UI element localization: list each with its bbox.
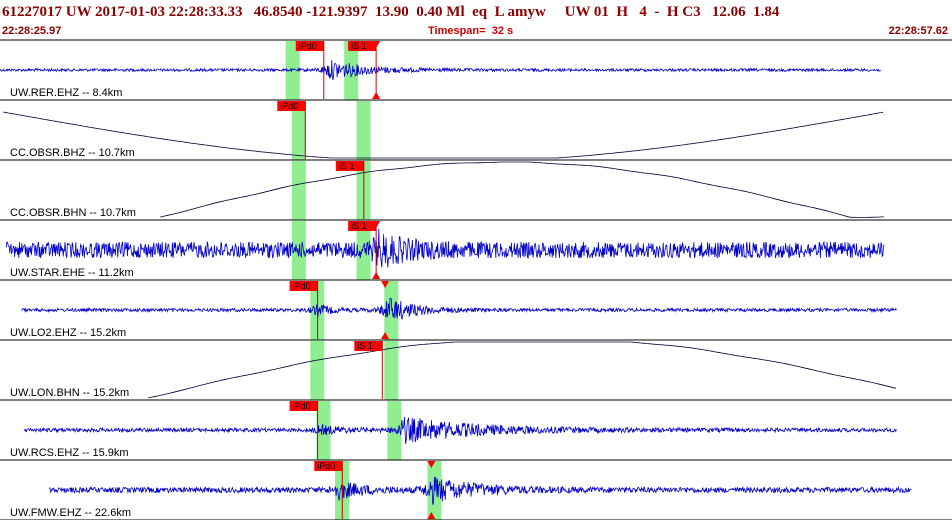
pick-tag-label: iPd0 bbox=[280, 101, 298, 111]
pick-tag[interactable] bbox=[289, 281, 318, 291]
waveform bbox=[5, 228, 885, 268]
pick-marker-bottom[interactable] bbox=[381, 332, 390, 339]
station-label: UW.LO2.EHZ -- 15.2km bbox=[10, 327, 126, 339]
pick-window bbox=[291, 101, 306, 160]
trace-panel[interactable]: UW.STAR.EHE -- 11.2km iS 1 bbox=[0, 219, 952, 280]
waveform bbox=[24, 416, 897, 444]
pick-marker-bottom[interactable] bbox=[427, 512, 436, 519]
timespan-label: Timespan= 32 s bbox=[428, 25, 513, 37]
pick-tag[interactable] bbox=[348, 41, 377, 51]
trace-panel[interactable]: CC.OBSR.BHN -- 10.7km iS 1 bbox=[0, 159, 952, 220]
pick-tag[interactable] bbox=[295, 41, 324, 51]
station-label: UW.RER.EHZ -- 8.4km bbox=[10, 87, 122, 99]
timespan-value: 32 s bbox=[491, 25, 514, 37]
waveform bbox=[0, 60, 881, 81]
pick-window bbox=[285, 41, 300, 100]
trace-panel[interactable]: CC.OBSR.BHZ -- 10.7km iPd0 bbox=[0, 99, 952, 160]
pick-window bbox=[356, 101, 371, 160]
pick-tag[interactable] bbox=[348, 221, 377, 231]
trace-panel[interactable]: UW.LO2.EHZ -- 15.2km iPd0 bbox=[0, 279, 952, 340]
end-time-label: 22:28:57.62 bbox=[888, 25, 948, 37]
pick-tag-label: iPd0 bbox=[299, 41, 317, 51]
pick-tag[interactable] bbox=[277, 101, 306, 111]
pick-tag-label: iPd0 bbox=[293, 401, 311, 411]
trace-panel[interactable]: UW.FMW.EHZ -- 22.6km iPd0 bbox=[0, 459, 952, 520]
pick-marker-bottom[interactable] bbox=[372, 272, 381, 279]
pick-tag-label: iS 1 bbox=[339, 161, 355, 171]
pick-tag[interactable] bbox=[289, 401, 318, 411]
pick-marker-top[interactable] bbox=[381, 281, 390, 288]
trace-panel[interactable]: UW.LON.BHN -- 15.2km iS 1 bbox=[0, 339, 952, 400]
station-label: CC.OBSR.BHN -- 10.7km bbox=[10, 207, 136, 219]
pick-tag-label: iS 1 bbox=[357, 341, 373, 351]
pick-marker-top[interactable] bbox=[427, 461, 436, 468]
station-label: UW.STAR.EHE -- 11.2km bbox=[10, 267, 134, 279]
pick-marker-bottom[interactable] bbox=[372, 92, 381, 99]
pick-tag-label: iPd0 bbox=[293, 281, 311, 291]
trace-panel[interactable]: UW.RER.EHZ -- 8.4km iPd0 iS 1 bbox=[0, 39, 952, 100]
pick-window bbox=[344, 41, 359, 100]
pick-window bbox=[291, 161, 306, 220]
pick-window bbox=[384, 341, 399, 400]
waveform bbox=[160, 161, 885, 218]
pick-tag[interactable] bbox=[314, 461, 343, 471]
waveform bbox=[147, 341, 896, 399]
start-time-label: 22:28:25.97 bbox=[2, 25, 62, 37]
pick-tag-label: iPd0 bbox=[317, 461, 335, 471]
pick-tag[interactable] bbox=[335, 161, 364, 171]
pick-window bbox=[310, 341, 325, 400]
event-summary-line: 61227017 UW 2017-01-03 22:28:33.33 46.85… bbox=[2, 4, 780, 20]
pick-tag[interactable] bbox=[354, 341, 383, 351]
timespan-title: Timespan= bbox=[428, 25, 486, 37]
station-label: UW.LON.BHN -- 15.2km bbox=[10, 387, 129, 399]
pick-marker-top[interactable] bbox=[372, 221, 381, 228]
station-label: CC.OBSR.BHZ -- 10.7km bbox=[10, 147, 135, 159]
pick-tag-label: iS 1 bbox=[351, 41, 367, 51]
waveform bbox=[3, 111, 884, 159]
pick-window bbox=[356, 221, 371, 280]
station-label: UW.RCS.EHZ -- 15.9km bbox=[10, 447, 129, 459]
waveform bbox=[49, 476, 912, 505]
pick-window bbox=[384, 281, 399, 340]
pick-tag-label: iS 1 bbox=[351, 221, 367, 231]
pick-marker-top[interactable] bbox=[372, 41, 381, 48]
station-label: UW.FMW.EHZ -- 22.6km bbox=[10, 507, 131, 519]
trace-panel[interactable]: UW.RCS.EHZ -- 15.9km iPd0 bbox=[0, 399, 952, 460]
waveform bbox=[21, 297, 897, 321]
